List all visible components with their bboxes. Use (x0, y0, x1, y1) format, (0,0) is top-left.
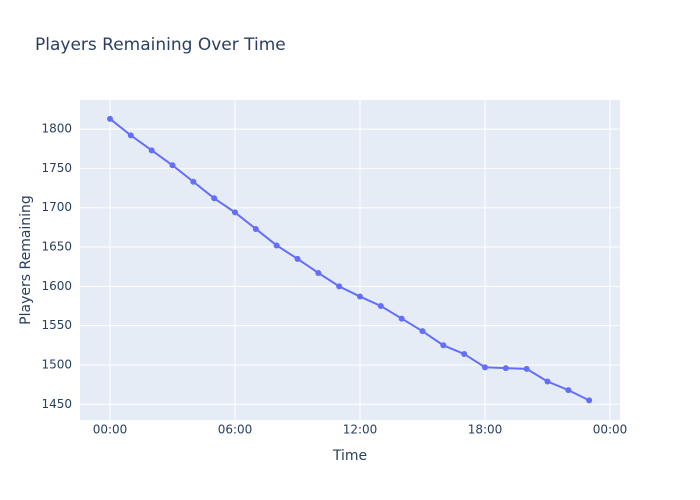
marker (252, 225, 259, 232)
marker (357, 293, 363, 300)
y-tick-label: 1650 (41, 240, 72, 254)
marker (169, 162, 176, 169)
y-tick-label: 1450 (41, 397, 72, 411)
marker (232, 209, 238, 216)
marker (211, 195, 218, 202)
x-tick-label: 06:00 (218, 423, 253, 437)
y-tick-label: 1750 (41, 161, 72, 175)
marker (398, 315, 405, 322)
y-tick-label: 1550 (41, 318, 72, 332)
marker (294, 255, 301, 262)
marker (461, 350, 468, 357)
x-tick-label: 12:00 (343, 423, 378, 437)
marker (523, 365, 530, 372)
y-tick-label: 1700 (41, 200, 72, 214)
plot-area (80, 100, 620, 420)
x-tick-label: 18:00 (468, 423, 503, 437)
x-tick-label: 00:00 (593, 423, 628, 437)
x-axis-title: Time (332, 448, 367, 464)
marker (107, 115, 113, 122)
y-tick-label: 1800 (41, 122, 72, 136)
marker (377, 302, 384, 309)
marker (127, 132, 134, 139)
marker (440, 342, 447, 349)
y-tick-label: 1600 (41, 279, 72, 293)
marker (190, 178, 197, 185)
x-tick-label: 00:00 (93, 423, 128, 437)
y-axis-title: Players Remaining (18, 195, 34, 325)
marker (544, 378, 551, 385)
y-tick-label: 1500 (41, 357, 72, 371)
marker (586, 397, 593, 404)
marker (315, 269, 322, 276)
line (109, 118, 590, 402)
marker (502, 365, 509, 372)
marker (482, 364, 488, 371)
marker (336, 283, 343, 290)
marker (148, 147, 155, 154)
chart-title: Players Remaining Over Time (35, 35, 286, 55)
marker (419, 328, 426, 335)
marker (565, 387, 572, 394)
marker (273, 242, 280, 249)
